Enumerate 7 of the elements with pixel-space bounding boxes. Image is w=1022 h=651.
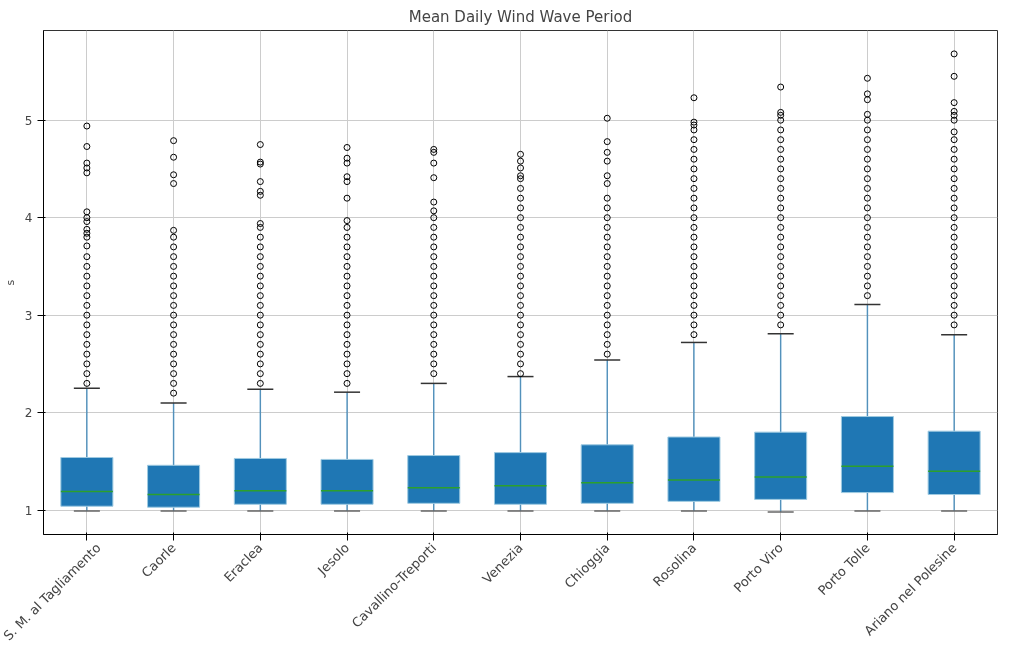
- y-tick-label: 5: [24, 113, 33, 128]
- y-tick-label: 4: [24, 211, 33, 226]
- y-tick-label: 1: [24, 503, 33, 518]
- y-axis-title: s: [3, 279, 17, 286]
- chart-title: Mean Daily Wind Wave Period: [408, 7, 633, 26]
- y-tick-label: 3: [24, 308, 33, 323]
- y-tick-label: 2: [24, 406, 33, 421]
